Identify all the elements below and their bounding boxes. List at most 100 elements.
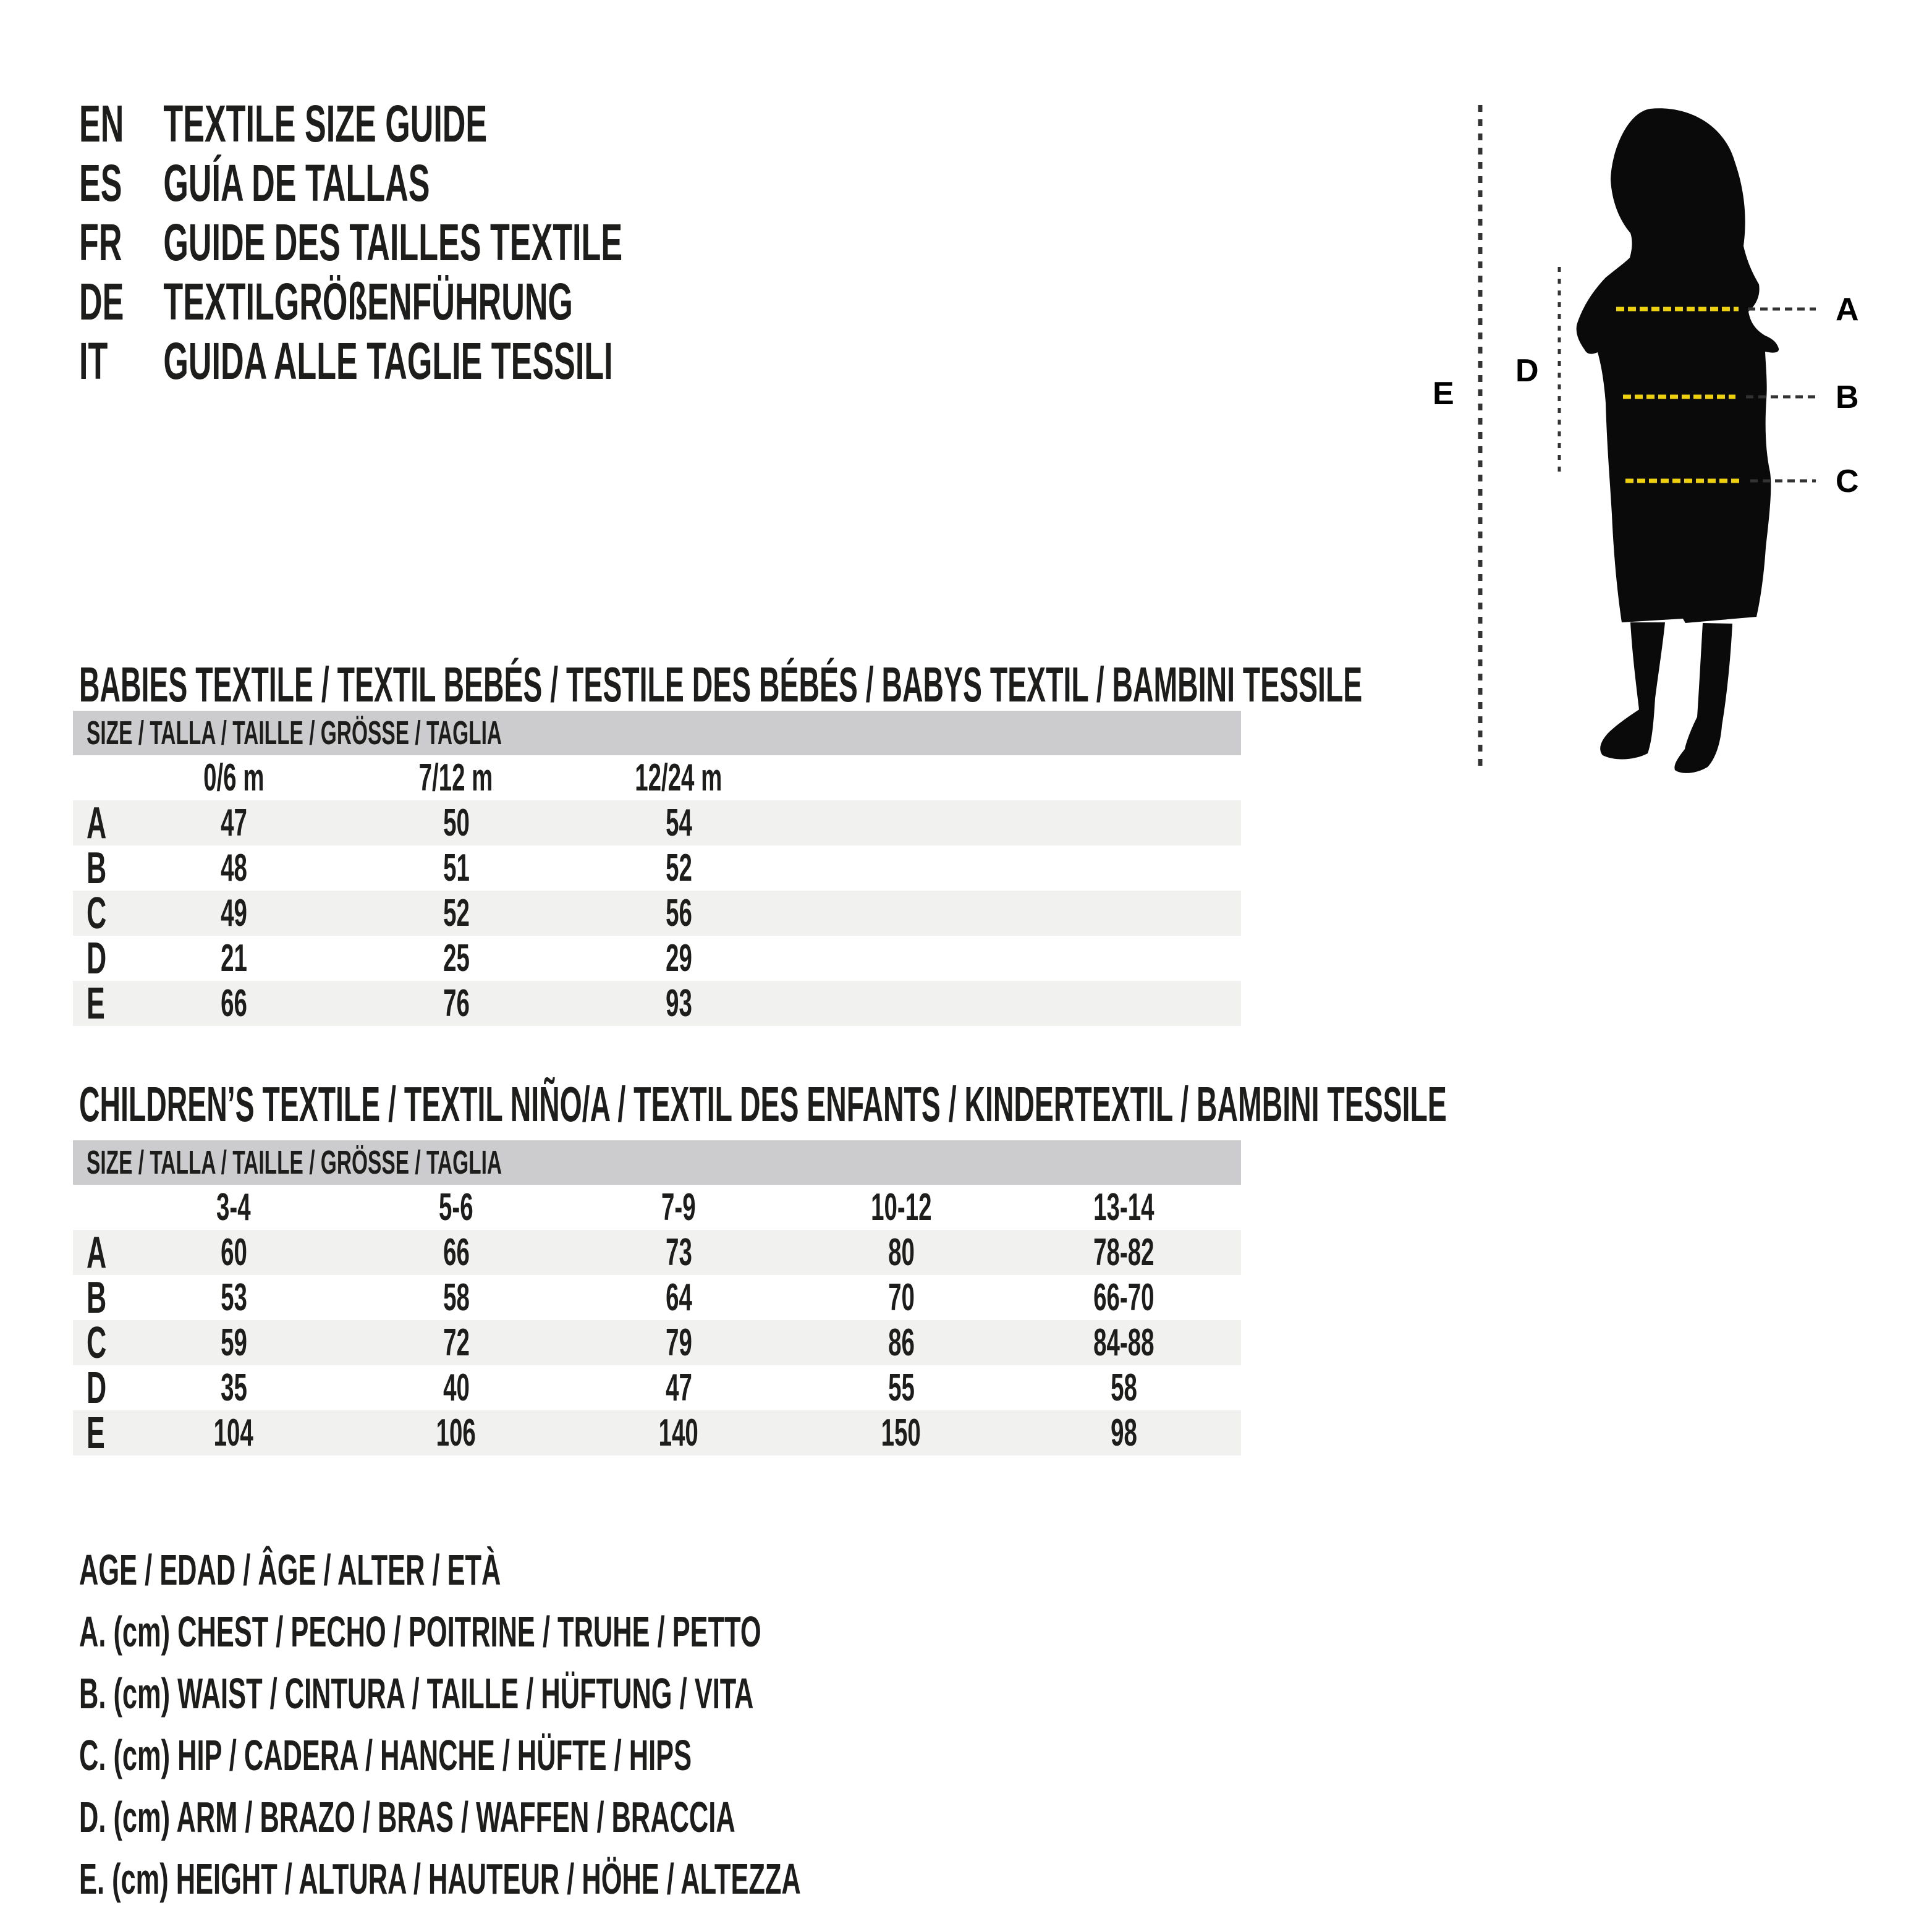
children-cell-text: 70	[888, 1276, 915, 1319]
babies-row-label: A	[73, 798, 122, 849]
babies-cell: 66	[122, 981, 345, 1025]
babies-cell: 48	[122, 846, 345, 890]
children-cell-text: 104	[213, 1412, 254, 1454]
children-cell-text: 58	[443, 1276, 470, 1319]
children-cell-text: 64	[665, 1276, 692, 1319]
children-cell-text: 55	[888, 1366, 915, 1409]
babies-cell-text: 29	[665, 937, 692, 980]
babies-row-label-text: B	[87, 843, 107, 893]
babies-cell-text: 48	[220, 847, 247, 889]
language-row-de: DE TEXTILGRÖßENFÜHRUNG	[79, 272, 622, 331]
babies-cell-text: 66	[220, 982, 247, 1025]
babies-cell: 56	[567, 891, 790, 935]
language-title: GUIDE DES TAILLES TEXTILE	[163, 213, 623, 271]
babies-cell: 52	[567, 846, 790, 890]
child-silhouette-diagram: A B C D E	[1433, 105, 1859, 773]
babies-table-header-bar: SIZE / TALLA / TAILLE / GRÖSSE / TAGLIA	[73, 711, 1241, 755]
babies-table-row-E: E 66 76 93	[73, 978, 1241, 1029]
legend-line-4: D. (cm) ARM / BRAZO / BRAS / WAFFEN / BR…	[79, 1793, 735, 1841]
babies-table-row-C: C 49 52 56	[73, 889, 1241, 938]
babies-cell-text: 54	[665, 802, 692, 844]
babies-cell: 51	[345, 846, 567, 890]
babies-column-header: 0/6 m	[122, 756, 345, 800]
babies-cell-text: 93	[665, 982, 692, 1025]
children-row-label-text: E	[87, 1408, 105, 1458]
children-cell: 55	[790, 1366, 1012, 1410]
children-cell-text: 35	[220, 1366, 247, 1409]
children-row-label: C	[73, 1318, 122, 1368]
children-cell-text: 47	[665, 1366, 692, 1409]
babies-section-title-text: BABIES TEXTILE / TEXTIL BEBÉS / TESTILE …	[79, 657, 1363, 712]
children-cell-text: 72	[443, 1321, 470, 1364]
legend-line-5: E. (cm) HEIGHT / ALTURA / HAUTEUR / HÖHE…	[79, 1855, 801, 1903]
language-title: GUÍA DE TALLAS	[163, 153, 430, 212]
children-table-row-A: A 60 66 73 80 78-82	[73, 1228, 1241, 1277]
child-silhouette-left-leg	[1600, 622, 1665, 760]
child-silhouette-body	[1576, 108, 1779, 623]
children-row-label-text: D	[87, 1363, 107, 1413]
babies-cell-text: 21	[220, 937, 247, 980]
children-cell: 53	[122, 1276, 345, 1320]
children-cell-text: 84-88	[1093, 1321, 1155, 1364]
language-title-list: EN TEXTILE SIZE GUIDE ES GUÍA DE TALLAS FR GU…	[79, 94, 955, 391]
children-table-rows: A 60 66 73 80 78-82 B 53 58 64 70 66-70 C 59 72 79 86 84-…	[73, 1228, 1241, 1458]
legend-line-0: AGE / EDAD / ÂGE / ALTER / ETÀ	[79, 1546, 501, 1594]
children-cell-text: 66-70	[1093, 1276, 1155, 1319]
babies-column-header-text: 12/24 m	[635, 756, 722, 799]
children-cell-text: 80	[888, 1231, 915, 1274]
babies-cell: 76	[345, 981, 567, 1025]
children-cell: 66-70	[1012, 1276, 1235, 1320]
children-column-header-text: 5-6	[439, 1186, 473, 1229]
legend-line-3: C. (cm) HIP / CADERA / HANCHE / HÜFTE / …	[79, 1731, 692, 1779]
children-column-header: 10-12	[790, 1185, 1012, 1229]
children-row-label: D	[73, 1363, 122, 1413]
babies-cell: 54	[567, 801, 790, 845]
babies-cell: 47	[122, 801, 345, 845]
legend-line-2: B. (cm) WAIST / CINTURA / TAILLE / HÜFTU…	[79, 1669, 754, 1718]
language-title: TEXTILGRÖßENFÜHRUNG	[163, 272, 573, 331]
babies-cell-text: 56	[665, 892, 692, 934]
children-cell: 64	[567, 1276, 790, 1320]
child-silhouette-right-leg	[1674, 623, 1732, 773]
babies-row-label: D	[73, 933, 122, 984]
children-table-row-E: E 104 106 140 150 98	[73, 1409, 1241, 1458]
language-row-en: EN TEXTILE SIZE GUIDE	[79, 94, 622, 153]
children-column-header: 5-6	[345, 1185, 567, 1229]
label-C: C	[1836, 464, 1859, 499]
babies-cell: 50	[345, 801, 567, 845]
children-row-label: E	[73, 1408, 122, 1459]
babies-cell-text: 25	[443, 937, 470, 980]
babies-cell-text: 52	[443, 892, 470, 934]
children-table-row-C: C 59 72 79 86 84-88	[73, 1318, 1241, 1368]
label-A: A	[1836, 292, 1859, 328]
children-table-header-bar: SIZE / TALLA / TAILLE / GRÖSSE / TAGLIA	[73, 1140, 1241, 1185]
children-column-header: 3-4	[122, 1185, 345, 1229]
babies-cell: 25	[345, 936, 567, 980]
babies-cell: 52	[345, 891, 567, 935]
children-cell: 70	[790, 1276, 1012, 1320]
children-cell: 35	[122, 1366, 345, 1410]
babies-cell-text: 47	[220, 802, 247, 844]
babies-row-label-text: D	[87, 933, 107, 983]
babies-row-label: B	[73, 843, 122, 894]
babies-cell-text: 51	[443, 847, 470, 889]
babies-row-label-text: A	[87, 798, 107, 848]
children-cell: 73	[567, 1231, 790, 1274]
children-cell: 58	[1012, 1366, 1235, 1410]
children-column-header-text: 3-4	[216, 1186, 251, 1229]
children-column-header: 13-14	[1012, 1185, 1235, 1229]
babies-column-header: 7/12 m	[345, 756, 567, 800]
children-row-label: B	[73, 1273, 122, 1323]
children-cell: 150	[790, 1411, 1012, 1455]
children-table-row-D: D 35 40 47 55 58	[73, 1363, 1241, 1413]
language-code: EN	[79, 94, 124, 153]
babies-row-label: E	[73, 978, 122, 1029]
babies-table-row-A: A 47 50 54	[73, 799, 1241, 848]
children-cell: 60	[122, 1231, 345, 1274]
children-cell: 98	[1012, 1411, 1235, 1455]
babies-section-title: BABIES TEXTILE / TEXTIL BEBÉS / TESTILE …	[79, 660, 1932, 710]
children-cell: 140	[567, 1411, 790, 1455]
babies-cell: 49	[122, 891, 345, 935]
children-cell-text: 66	[443, 1231, 470, 1274]
